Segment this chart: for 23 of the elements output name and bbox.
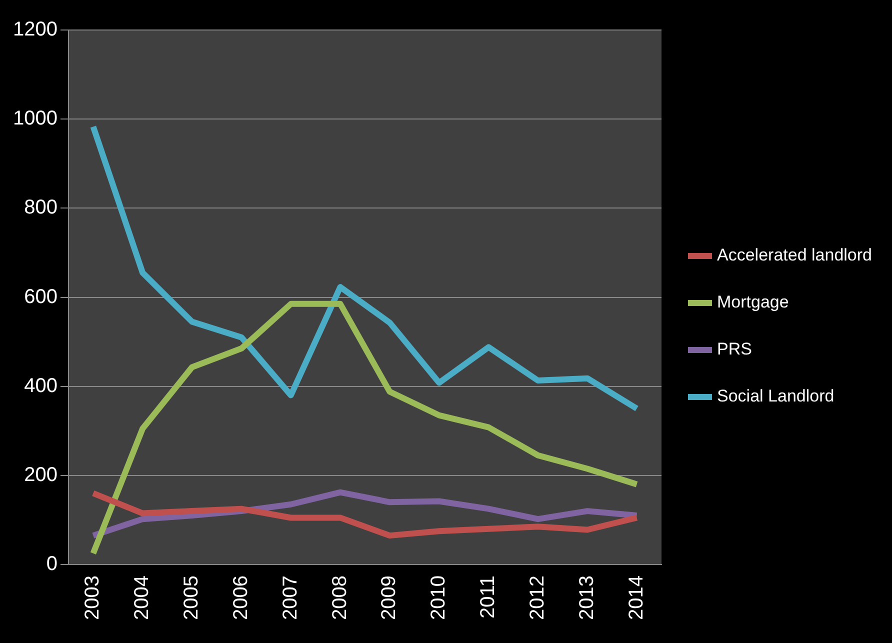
y-tick-label: 200 (24, 464, 58, 486)
legend-label: PRS (717, 340, 752, 359)
x-tick-label: 2006 (230, 576, 252, 620)
x-tick-label: 2009 (378, 576, 400, 620)
x-tick-label: 2004 (131, 576, 154, 620)
x-tick-label: 2014 (625, 576, 648, 620)
x-tick-label: 2005 (180, 576, 203, 620)
y-tick-label: 0 (46, 553, 58, 576)
legend-label: Mortgage (717, 292, 789, 312)
x-tick-label: 2003 (82, 576, 104, 620)
y-tick-label: 600 (24, 286, 58, 308)
y-tick-label: 400 (24, 374, 58, 397)
legend-label: Social Landlord (717, 386, 834, 406)
y-tick-label: 1200 (12, 18, 58, 41)
x-tick-label: 2011 (477, 576, 500, 619)
x-tick-label: 2012 (526, 576, 548, 620)
x-tick-label: 2010 (428, 576, 450, 620)
x-tick-label: 2013 (576, 576, 598, 620)
y-tick-label: 1000 (12, 108, 58, 130)
legend-label: Accelerated landlord (717, 246, 872, 265)
x-tick-label: 2007 (279, 576, 302, 620)
y-tick-label: 800 (24, 196, 58, 219)
x-tick-label: 2008 (328, 576, 351, 620)
